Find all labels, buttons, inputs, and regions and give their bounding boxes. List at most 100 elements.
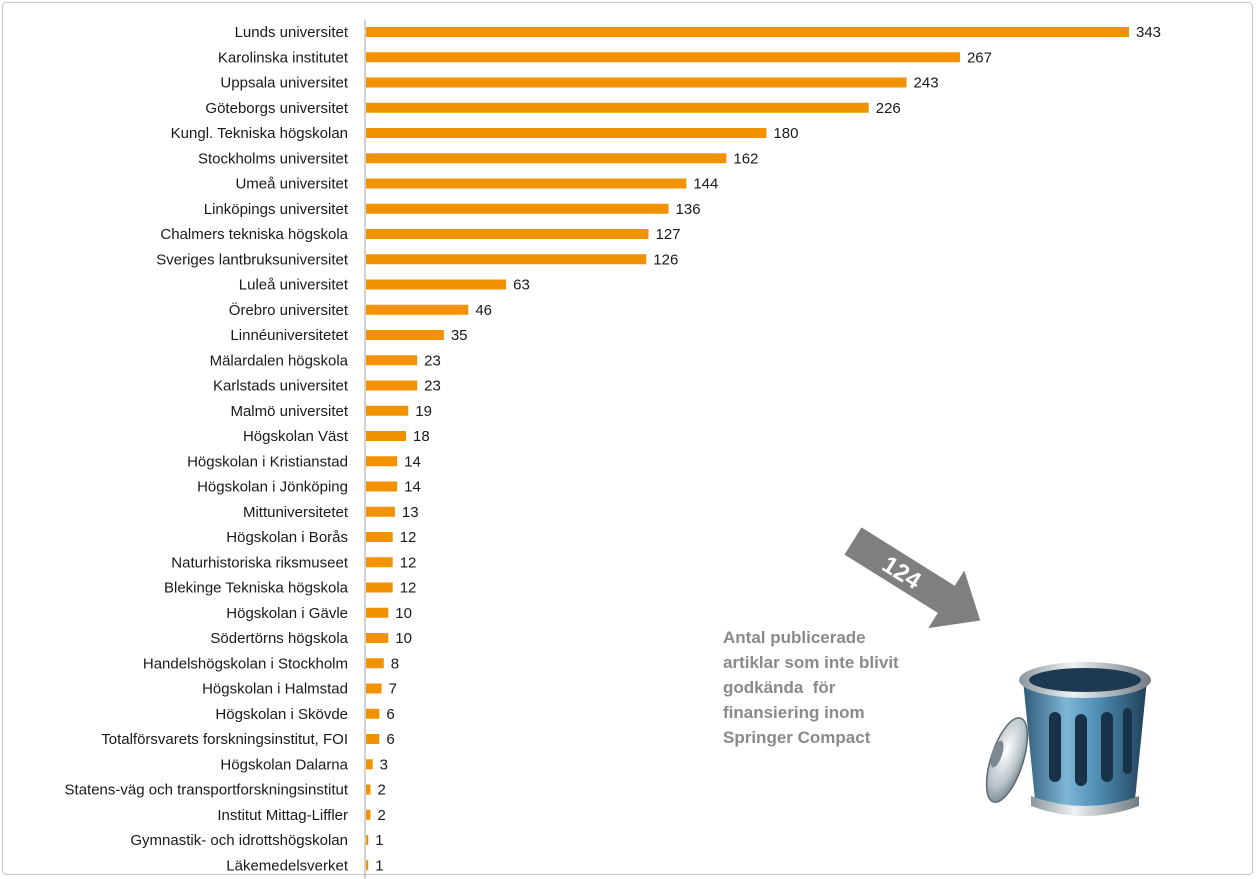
bars-layer: Lunds universitet 343 Karolinska institute… — [65, 24, 1162, 874]
bar — [366, 431, 407, 441]
category-label: Totalförsvarets forskningsinstitut, FOI — [101, 731, 348, 748]
category-label: Gymnastik- och idrottshögskolan — [130, 832, 348, 849]
category-label: Statens-väg och transportforskningsinsti… — [65, 782, 349, 799]
bar — [366, 557, 393, 568]
value-label: 23 — [424, 378, 441, 395]
bar — [366, 532, 393, 542]
value-label: 180 — [773, 125, 798, 142]
category-label: Högskolan i Skövde — [215, 706, 348, 723]
bar — [366, 860, 369, 871]
bar — [366, 355, 418, 366]
category-label: Högskolan i Gävle — [226, 605, 348, 622]
annotation-line: Springer Compact — [723, 728, 871, 747]
category-label: Linnéuniversitetet — [230, 327, 348, 344]
bar — [366, 405, 409, 416]
category-label: Göteborgs universitet — [205, 100, 348, 117]
value-label: 7 — [389, 681, 397, 698]
bar — [366, 633, 389, 643]
category-label: Uppsala universitet — [220, 75, 348, 92]
bar — [366, 203, 669, 214]
bar — [366, 128, 767, 138]
bar — [366, 77, 907, 88]
bar — [366, 835, 369, 845]
category-label: Mittuniversitetet — [243, 504, 349, 521]
value-label: 3 — [380, 756, 388, 773]
value-label: 162 — [733, 150, 758, 167]
category-label: Högskolan Väst — [243, 428, 349, 445]
value-label: 13 — [402, 504, 419, 521]
category-label: Umeå universitet — [235, 176, 348, 193]
down-right-arrow-icon — [844, 527, 981, 629]
bar — [366, 52, 960, 63]
bar — [366, 481, 398, 492]
category-label: Handelshögskolan i Stockholm — [143, 655, 348, 672]
category-label: Blekinge Tekniska högskola — [164, 580, 349, 597]
value-label: 8 — [391, 655, 399, 672]
value-label: 2 — [377, 807, 385, 824]
value-label: 14 — [404, 479, 421, 496]
annotation-text: Antal publicerade artiklar som inte bliv… — [723, 625, 973, 750]
bar — [366, 582, 393, 593]
bar — [366, 683, 382, 694]
category-label: Malmö universitet — [230, 403, 348, 420]
value-label: 12 — [400, 580, 417, 597]
value-label: 14 — [404, 453, 421, 470]
value-label: 2 — [377, 782, 385, 799]
category-label: Institut Mittag-Liffler — [217, 807, 348, 824]
value-label: 63 — [513, 277, 530, 294]
value-label: 226 — [876, 100, 901, 117]
category-label: Högskolan i Jönköping — [197, 479, 348, 496]
value-label: 23 — [424, 352, 441, 369]
trash-can-icon — [985, 650, 1185, 855]
category-label: Stockholms universitet — [198, 150, 349, 167]
annotation-line: artiklar som inte blivit — [723, 653, 899, 672]
value-label: 1 — [375, 857, 383, 874]
bar — [366, 153, 727, 164]
category-label: Högskolan Dalarna — [220, 756, 348, 773]
value-label: 35 — [451, 327, 468, 344]
category-label: Luleå universitet — [239, 277, 349, 294]
bar — [366, 279, 507, 290]
bar — [366, 254, 647, 265]
bar — [366, 456, 398, 467]
bar — [366, 607, 389, 618]
category-label: Högskolan i Borås — [226, 529, 348, 546]
bar — [366, 759, 373, 770]
value-label: 267 — [967, 49, 992, 66]
category-label: Karlstads universitet — [213, 378, 349, 395]
bar — [366, 506, 395, 517]
value-label: 10 — [395, 605, 412, 622]
annotation-line: Antal publicerade — [723, 628, 866, 647]
bar — [366, 708, 380, 719]
value-label: 343 — [1136, 24, 1161, 41]
value-label: 12 — [400, 529, 417, 546]
value-label: 6 — [386, 731, 394, 748]
category-label: Örebro universitet — [229, 301, 349, 319]
value-label: 10 — [395, 630, 412, 647]
value-label: 12 — [400, 554, 417, 571]
category-label: Linköpings universitet — [204, 201, 349, 218]
category-label: Högskolan i Halmstad — [202, 681, 348, 698]
bar — [366, 178, 687, 189]
category-label: Södertörns högskola — [210, 630, 348, 647]
bar — [366, 330, 444, 340]
value-label: 136 — [676, 201, 701, 218]
bar — [366, 784, 371, 795]
category-label: Läkemedelsverket — [226, 857, 349, 874]
annotation-line: godkända för — [723, 678, 836, 697]
value-label: 19 — [415, 403, 432, 420]
bar — [366, 380, 418, 391]
value-label: 126 — [653, 251, 678, 268]
bar — [366, 229, 649, 239]
category-label: Högskolan i Kristianstad — [187, 453, 348, 470]
category-label: Karolinska institutet — [218, 49, 349, 66]
value-label: 46 — [475, 302, 492, 319]
bar — [366, 658, 384, 669]
bar — [366, 809, 371, 820]
bar — [366, 102, 869, 113]
category-label: Lunds universitet — [235, 24, 349, 41]
category-label: Sveriges lantbruksuniversitet — [156, 251, 349, 268]
